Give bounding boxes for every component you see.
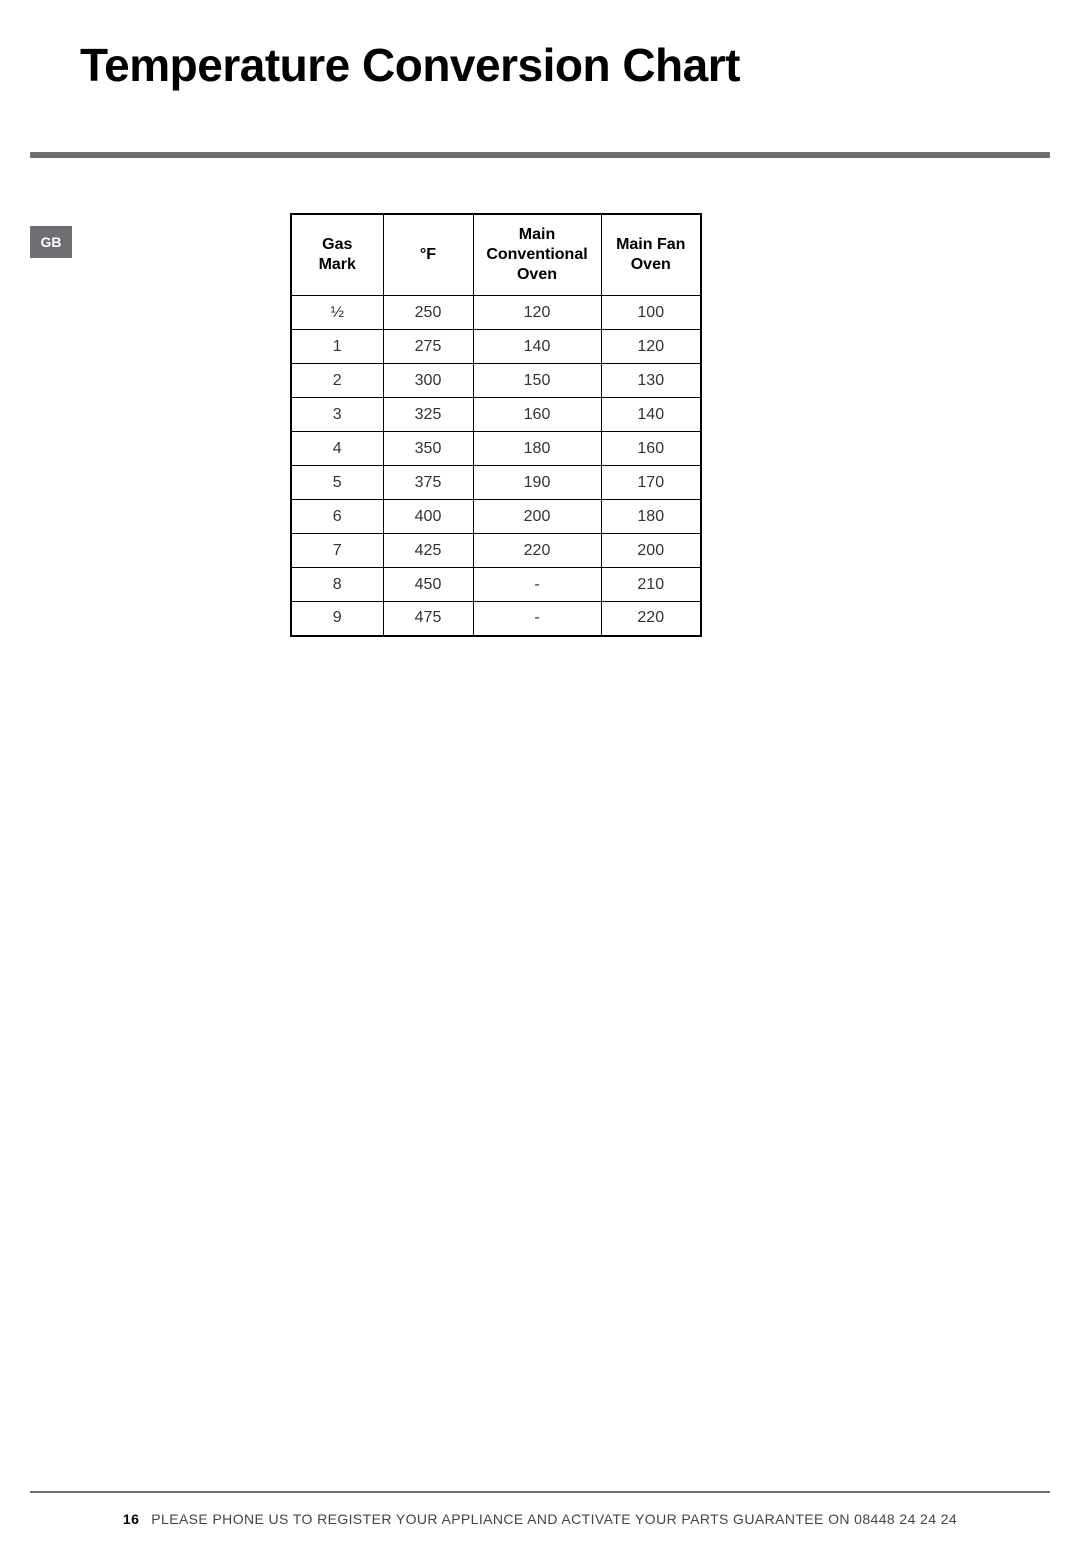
table-cell: 1 — [291, 330, 383, 364]
table-row: 6400200180 — [291, 500, 701, 534]
table-cell: 200 — [473, 500, 601, 534]
table-cell: 180 — [601, 500, 701, 534]
col-header-gas-mark: GasMark — [291, 214, 383, 296]
col-header-fan: Main FanOven — [601, 214, 701, 296]
table-cell: 2 — [291, 364, 383, 398]
table-cell: 130 — [601, 364, 701, 398]
table-cell: 450 — [383, 568, 473, 602]
table-cell: 475 — [383, 602, 473, 636]
table-cell: - — [473, 568, 601, 602]
table-cell: 190 — [473, 466, 601, 500]
table-cell: 6 — [291, 500, 383, 534]
table-cell: 4 — [291, 432, 383, 466]
table-cell: 220 — [473, 534, 601, 568]
header-rule — [30, 152, 1050, 158]
table-cell: 275 — [383, 330, 473, 364]
table-cell: 120 — [473, 296, 601, 330]
page-footer: 16 PLEASE PHONE US TO REGISTER YOUR APPLI… — [0, 1491, 1080, 1527]
table-cell: 5 — [291, 466, 383, 500]
col-header-fahrenheit: °F — [383, 214, 473, 296]
table-row: 7425220200 — [291, 534, 701, 568]
table-header-row: GasMark °F MainConventionalOven Main Fan… — [291, 214, 701, 296]
table-cell: 325 — [383, 398, 473, 432]
table-cell: 375 — [383, 466, 473, 500]
table-row: 4350180160 — [291, 432, 701, 466]
page-number: 16 — [123, 1511, 139, 1527]
table-row: 5375190170 — [291, 466, 701, 500]
table-cell: 160 — [601, 432, 701, 466]
table-cell: 140 — [601, 398, 701, 432]
table-cell: 425 — [383, 534, 473, 568]
table-row: 1275140120 — [291, 330, 701, 364]
table-cell: ½ — [291, 296, 383, 330]
table-cell: 3 — [291, 398, 383, 432]
page-title: Temperature Conversion Chart — [80, 38, 1080, 92]
table-cell: 7 — [291, 534, 383, 568]
table-row: 8450-210 — [291, 568, 701, 602]
table-cell: 170 — [601, 466, 701, 500]
table-row: 9475-220 — [291, 602, 701, 636]
table-cell: 210 — [601, 568, 701, 602]
table-row: ½250120100 — [291, 296, 701, 330]
table-cell: 9 — [291, 602, 383, 636]
table-cell: 160 — [473, 398, 601, 432]
footer-rule — [30, 1491, 1050, 1493]
footer-text: 16 PLEASE PHONE US TO REGISTER YOUR APPLI… — [0, 1511, 1080, 1527]
table-cell: 140 — [473, 330, 601, 364]
table-cell: 220 — [601, 602, 701, 636]
table-cell: 120 — [601, 330, 701, 364]
table-body: ½250120100127514012023001501303325160140… — [291, 296, 701, 636]
table-row: 3325160140 — [291, 398, 701, 432]
table-cell: 200 — [601, 534, 701, 568]
conversion-table-wrap: GasMark °F MainConventionalOven Main Fan… — [290, 213, 702, 637]
table-row: 2300150130 — [291, 364, 701, 398]
table-cell: 150 — [473, 364, 601, 398]
table-cell: - — [473, 602, 601, 636]
col-header-conventional: MainConventionalOven — [473, 214, 601, 296]
conversion-table: GasMark °F MainConventionalOven Main Fan… — [290, 213, 702, 637]
table-cell: 300 — [383, 364, 473, 398]
footer-message: PLEASE PHONE US TO REGISTER YOUR APPLIAN… — [151, 1511, 957, 1527]
region-tab: GB — [30, 226, 72, 258]
table-cell: 100 — [601, 296, 701, 330]
table-cell: 180 — [473, 432, 601, 466]
table-cell: 8 — [291, 568, 383, 602]
table-cell: 350 — [383, 432, 473, 466]
table-cell: 400 — [383, 500, 473, 534]
table-cell: 250 — [383, 296, 473, 330]
